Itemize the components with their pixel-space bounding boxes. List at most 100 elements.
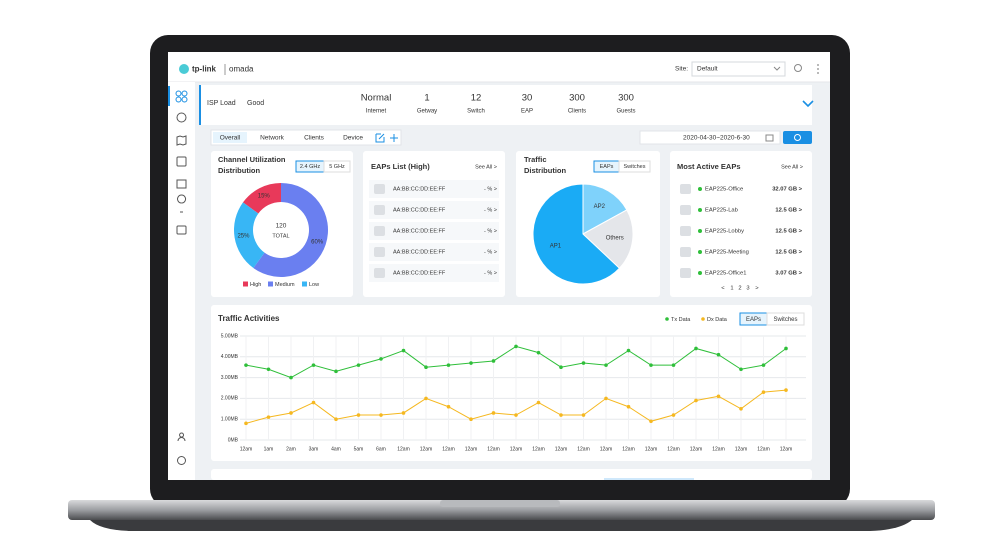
settings-button[interactable]	[783, 131, 812, 144]
series-point	[716, 352, 721, 357]
stat-label: EAP	[521, 109, 533, 115]
page-link[interactable]: 1	[730, 286, 733, 292]
series-point	[379, 413, 383, 417]
series-point	[581, 361, 586, 365]
laptop-base	[68, 500, 935, 520]
date-picker[interactable]	[639, 130, 781, 145]
isp-label: ISP Load	[207, 100, 236, 107]
page-link[interactable]: 3	[746, 286, 749, 292]
series-point	[716, 394, 721, 399]
laptop-base-bottom	[90, 520, 912, 531]
series-point	[761, 390, 766, 394]
device-usage[interactable]: 12.5 GB >	[775, 229, 802, 235]
type-toggle[interactable]	[766, 312, 805, 326]
device-usage[interactable]: 32.07 GB >	[772, 187, 802, 193]
icon-devices[interactable]	[176, 156, 187, 167]
legend-dot	[665, 317, 669, 321]
device-name: EAP225-Lobby	[705, 229, 744, 235]
icon-settings[interactable]	[177, 456, 186, 465]
device-usage[interactable]: - % >	[484, 186, 497, 192]
x-tick-label: 5am	[354, 446, 364, 452]
donut-total: 120	[276, 223, 287, 230]
icon-map[interactable]	[176, 135, 187, 146]
icon-account[interactable]	[177, 432, 186, 442]
device-icon	[680, 268, 691, 278]
x-tick-label: 2am	[286, 446, 296, 452]
page-link[interactable]: 2	[738, 286, 741, 292]
device-usage[interactable]: 3.07 GB >	[775, 271, 802, 277]
x-tick-label: 3am	[309, 446, 319, 452]
series-point	[446, 404, 451, 409]
card-title: Distribution	[218, 166, 260, 175]
device-usage[interactable]: - % >	[484, 228, 497, 234]
type-toggle[interactable]	[618, 160, 651, 173]
page-link[interactable]: <	[721, 286, 725, 292]
more-icon[interactable]	[817, 64, 819, 74]
device-usage[interactable]: 12.5 GB >	[775, 250, 802, 256]
series-point	[694, 398, 698, 403]
logo-text: tp-link	[192, 65, 217, 74]
expand-chevron[interactable]	[802, 100, 814, 108]
tab[interactable]: Network	[260, 135, 285, 142]
device-usage[interactable]: - % >	[484, 270, 497, 276]
legend-label: High	[250, 282, 261, 288]
next-card-toggle	[604, 478, 694, 480]
series-point	[311, 400, 316, 405]
series-point	[334, 369, 338, 374]
device-usage[interactable]: - % >	[484, 249, 497, 255]
donut-label: 15%	[258, 194, 271, 200]
y-tick-label: 1.00MB	[221, 417, 239, 423]
icon-insight[interactable]	[177, 194, 187, 213]
type-label: EAPs	[600, 164, 614, 170]
legend-swatch	[268, 281, 273, 287]
series-point	[604, 396, 608, 401]
band-toggle[interactable]	[323, 160, 351, 173]
sidebar-active-bar	[168, 86, 170, 106]
site-value: Default	[697, 66, 718, 73]
device-icon	[680, 247, 691, 257]
x-tick-label: 12am	[420, 446, 433, 452]
icon-log[interactable]	[176, 225, 187, 235]
type-label: Switches	[623, 164, 645, 170]
icon-clients[interactable]	[176, 179, 187, 189]
donut-segment	[234, 202, 265, 269]
x-tick-label: 12am	[240, 446, 253, 452]
legend-label: Tx Data	[671, 317, 691, 323]
tab[interactable]: Device	[343, 135, 363, 142]
icon-stats[interactable]	[176, 112, 187, 123]
device-icon	[374, 184, 385, 194]
series-point	[581, 413, 586, 417]
icon-dashboard[interactable]	[175, 90, 188, 103]
series-point	[289, 375, 293, 380]
device-icon	[374, 247, 385, 257]
row-bg	[369, 201, 499, 219]
series-point	[671, 363, 676, 367]
site-select[interactable]	[691, 61, 786, 77]
series-point	[356, 363, 361, 367]
device-usage[interactable]: - % >	[484, 207, 497, 213]
device-name: EAP225-Office	[705, 187, 743, 193]
tab[interactable]: Overall	[220, 135, 241, 142]
series-point	[559, 413, 563, 417]
card-title: EAPs List (High)	[371, 162, 430, 171]
band-label: 2.4 GHz	[300, 164, 320, 170]
series-point	[289, 411, 293, 415]
card-title: Distribution	[524, 166, 566, 175]
device-icon	[374, 268, 385, 278]
see-all[interactable]: See All >	[475, 164, 497, 170]
series-point	[424, 396, 428, 401]
page-link[interactable]: >	[755, 286, 759, 292]
series-point	[244, 363, 248, 367]
search-icon[interactable]	[794, 64, 802, 72]
edit-icon[interactable]	[375, 133, 385, 143]
stat-value: 12	[471, 93, 482, 104]
site-label: Site:	[675, 66, 688, 73]
tab[interactable]: Clients	[304, 135, 325, 142]
band-label: 5 GHz	[329, 164, 345, 170]
add-icon[interactable]	[390, 134, 398, 142]
y-tick-label: 0MB	[228, 437, 239, 443]
device-mac: AA:BB:CC:DD:EE:FF	[393, 228, 446, 234]
see-all[interactable]: See All >	[781, 164, 803, 170]
device-usage[interactable]: 12.5 GB >	[775, 208, 802, 214]
select-caret	[773, 66, 781, 71]
